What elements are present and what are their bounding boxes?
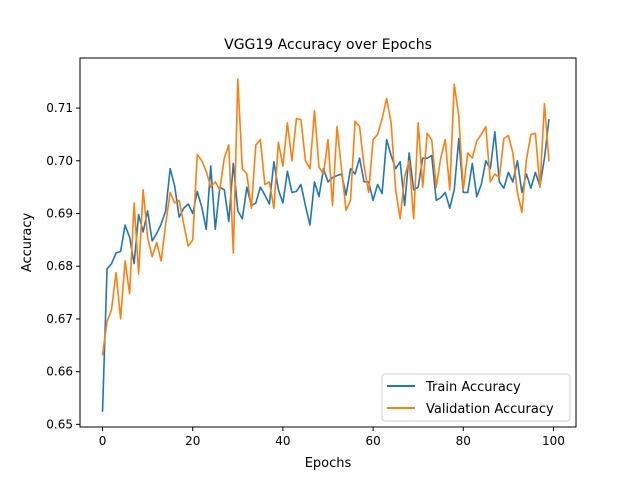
x-tick-label: 0 xyxy=(99,434,107,448)
x-tick-label: 60 xyxy=(365,434,380,448)
legend-box xyxy=(381,373,571,422)
chart-title: VGG19 Accuracy over Epochs xyxy=(224,37,432,53)
x-tick-label: 100 xyxy=(542,434,565,448)
y-tick-label: 0.70 xyxy=(46,154,73,168)
y-tick-label: 0.67 xyxy=(46,312,73,326)
y-axis-ticks: 0.65 0.66 0.67 0.68 0.69 0.70 0.71 xyxy=(46,101,80,431)
y-tick-label: 0.68 xyxy=(46,259,73,273)
y-tick-label: 0.65 xyxy=(46,417,73,431)
y-axis-label: Accuracy xyxy=(20,213,35,273)
y-tick-label: 0.66 xyxy=(46,365,73,379)
x-axis-ticks: 0 20 40 60 80 100 xyxy=(99,427,565,448)
y-tick-label: 0.71 xyxy=(46,101,73,115)
x-axis-label: Epochs xyxy=(305,456,352,471)
x-tick-label: 80 xyxy=(456,434,471,448)
validation-accuracy-line xyxy=(101,78,550,356)
y-tick-label: 0.69 xyxy=(46,207,73,221)
legend-label-train: Train Accuracy xyxy=(425,380,521,395)
plot-frame xyxy=(79,57,577,428)
legend: Train Accuracy Validation Accuracy xyxy=(381,373,571,422)
legend-label-validation: Validation Accuracy xyxy=(426,402,554,417)
x-tick-label: 20 xyxy=(185,434,200,448)
plot-series xyxy=(101,78,550,412)
x-tick-label: 40 xyxy=(275,434,290,448)
